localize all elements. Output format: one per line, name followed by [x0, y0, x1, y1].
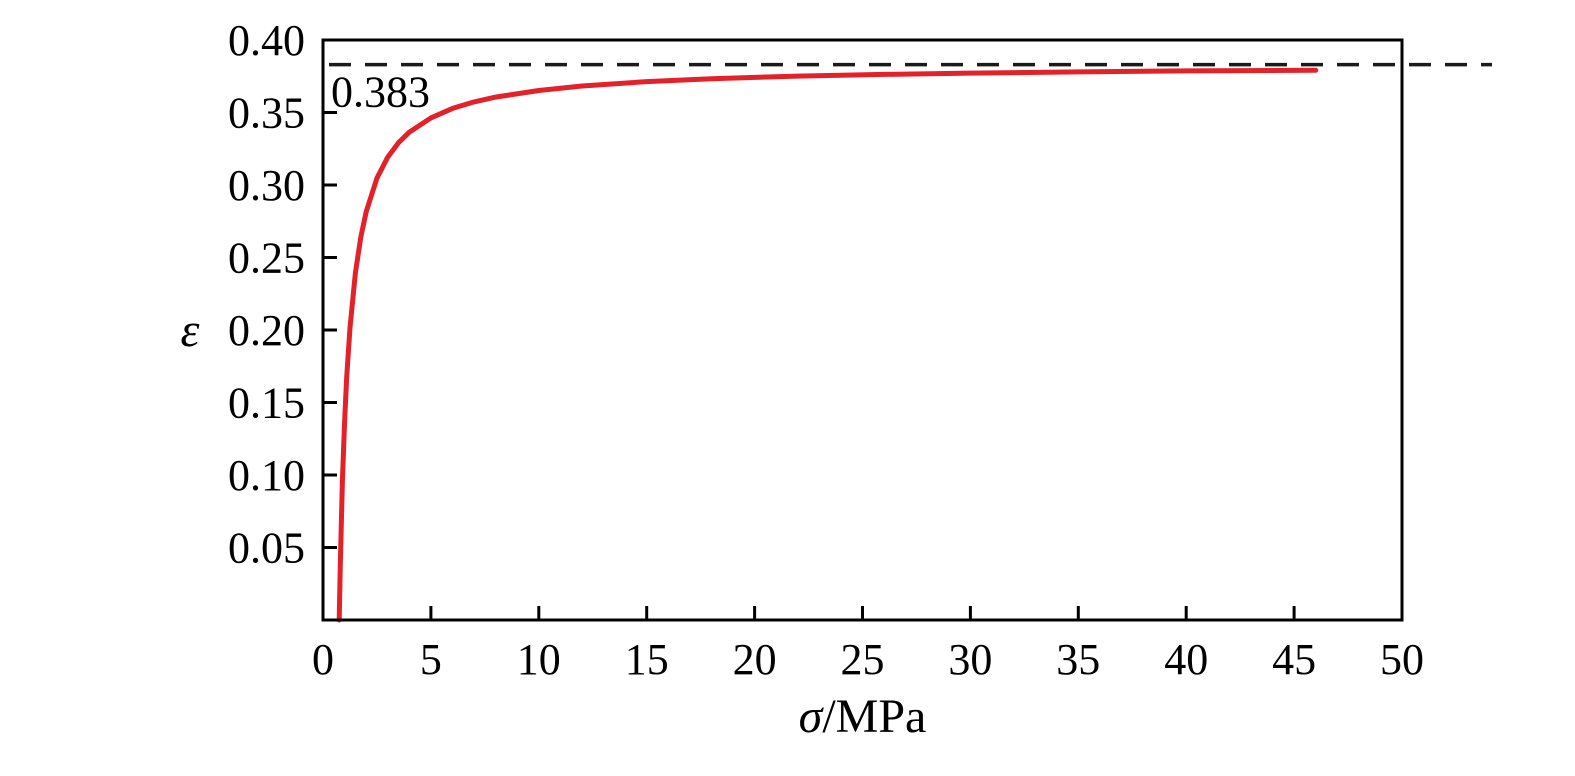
y-tick-label-0.35: 0.35	[228, 89, 305, 138]
x-tick-label-10: 10	[517, 635, 561, 684]
strain-stress-curve	[336, 67, 1319, 623]
y-tick-label-0.40: 0.40	[228, 16, 305, 65]
y-tick-label-0.05: 0.05	[228, 524, 305, 573]
x-tick-label-25: 25	[841, 635, 885, 684]
x-axis-label: σ/MPa	[799, 690, 927, 743]
x-tick-label-5: 5	[420, 635, 442, 684]
x-tick-label-20: 20	[733, 635, 777, 684]
y-tick-label-0.15: 0.15	[228, 379, 305, 428]
x-tick-label-15: 15	[625, 635, 669, 684]
asymptote-label: 0.383	[331, 68, 430, 117]
plot-border	[321, 38, 1404, 622]
y-tick-label-0.10: 0.10	[228, 451, 305, 500]
x-tick-label-40: 40	[1164, 635, 1208, 684]
x-tick-label-30: 30	[948, 635, 992, 684]
x-tick-label-45: 45	[1272, 635, 1316, 684]
y-tick-label-0.20: 0.20	[228, 306, 305, 355]
x-tick-label-50: 50	[1380, 635, 1424, 684]
y-axis-label: ε	[181, 304, 200, 357]
y-tick-label-0.25: 0.25	[228, 234, 305, 283]
y-tick-label-0.30: 0.30	[228, 161, 305, 210]
x-tick-label-35: 35	[1056, 635, 1100, 684]
x-tick-label-0: 0	[312, 635, 334, 684]
